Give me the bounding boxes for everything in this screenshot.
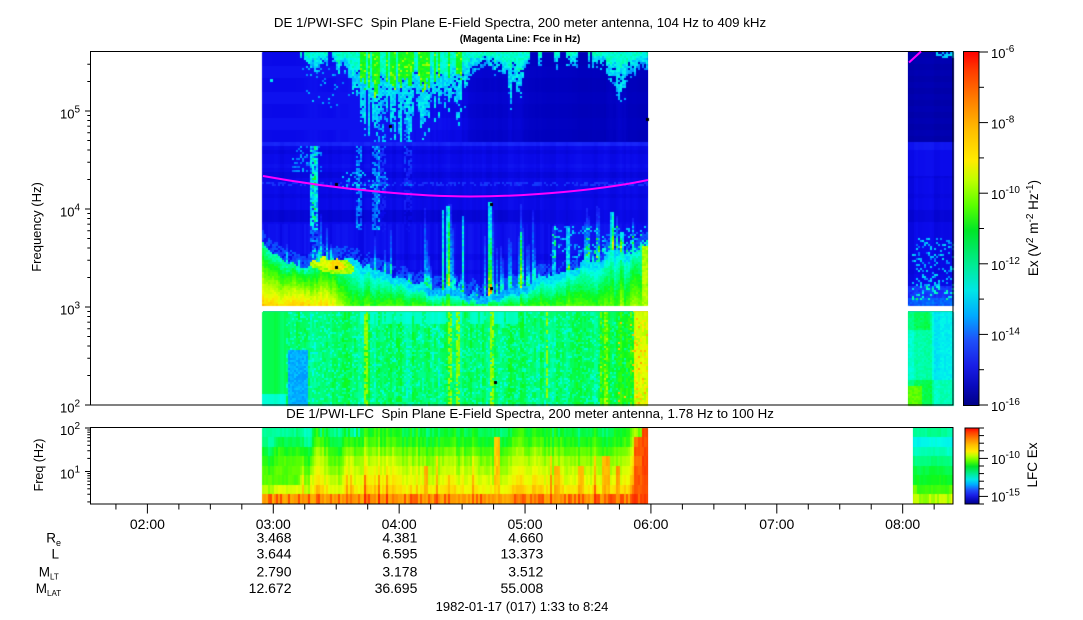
svg-text:3.512: 3.512	[508, 563, 543, 579]
svg-text:Ex (V2 m-2 Hz-1): Ex (V2 m-2 Hz-1)	[1025, 180, 1041, 276]
svg-text:105: 105	[60, 104, 80, 121]
svg-text:LAT: LAT	[47, 589, 61, 598]
svg-text:55.008: 55.008	[500, 580, 543, 596]
svg-text:R: R	[46, 531, 56, 546]
svg-text:05:00: 05:00	[507, 516, 542, 532]
svg-text:DE 1/PWI-LFC Spin Plane E-Fie: DE 1/PWI-LFC Spin Plane E-Field Spectra,…	[286, 406, 774, 421]
svg-text:M: M	[39, 564, 50, 579]
svg-text:10-14: 10-14	[991, 326, 1020, 343]
svg-text:12.672: 12.672	[249, 580, 292, 596]
svg-text:LFC Ex: LFC Ex	[1025, 442, 1040, 487]
svg-text:03:00: 03:00	[256, 516, 291, 532]
svg-text:10-8: 10-8	[991, 115, 1015, 132]
svg-text:DE 1/PWI-SFC Spin Plane E-Fie: DE 1/PWI-SFC Spin Plane E-Field Spectra,…	[274, 15, 766, 30]
svg-text:102: 102	[60, 399, 80, 416]
svg-text:10-6: 10-6	[991, 44, 1015, 61]
svg-text:06:00: 06:00	[633, 516, 668, 532]
svg-text:10-12: 10-12	[991, 256, 1020, 273]
svg-text:3.644: 3.644	[256, 546, 291, 562]
svg-text:LT: LT	[50, 573, 59, 582]
svg-text:101: 101	[60, 465, 80, 482]
svg-text:1982-01-17 (017) 1:33 to 8:24: 1982-01-17 (017) 1:33 to 8:24	[436, 599, 609, 614]
svg-text:4.660: 4.660	[508, 530, 543, 546]
svg-text:13.373: 13.373	[500, 546, 543, 562]
svg-text:10-10: 10-10	[991, 450, 1020, 467]
svg-text:02:00: 02:00	[130, 516, 165, 532]
svg-text:104: 104	[60, 202, 80, 219]
svg-text:3.468: 3.468	[256, 530, 291, 546]
svg-text:e: e	[56, 538, 61, 548]
svg-text:103: 103	[60, 300, 80, 317]
svg-text:10-10: 10-10	[991, 185, 1020, 202]
svg-text:6.595: 6.595	[382, 546, 417, 562]
svg-text:08:00: 08:00	[885, 516, 920, 532]
svg-text:10-16: 10-16	[991, 397, 1020, 414]
svg-text:102: 102	[60, 421, 80, 438]
svg-text:4.381: 4.381	[382, 530, 417, 546]
svg-text:10-15: 10-15	[991, 488, 1020, 505]
svg-text:07:00: 07:00	[759, 516, 794, 532]
svg-text:2.790: 2.790	[256, 563, 291, 579]
svg-text:3.178: 3.178	[382, 563, 417, 579]
svg-text:36.695: 36.695	[375, 580, 418, 596]
svg-text:Freq (Hz): Freq (Hz)	[32, 439, 46, 492]
svg-text:M: M	[36, 581, 47, 596]
svg-text:Frequency (Hz): Frequency (Hz)	[29, 182, 44, 272]
svg-text:04:00: 04:00	[382, 516, 417, 532]
svg-text:L: L	[51, 547, 59, 562]
svg-text:(Magenta Line: Fce in Hz): (Magenta Line: Fce in Hz)	[460, 34, 581, 45]
